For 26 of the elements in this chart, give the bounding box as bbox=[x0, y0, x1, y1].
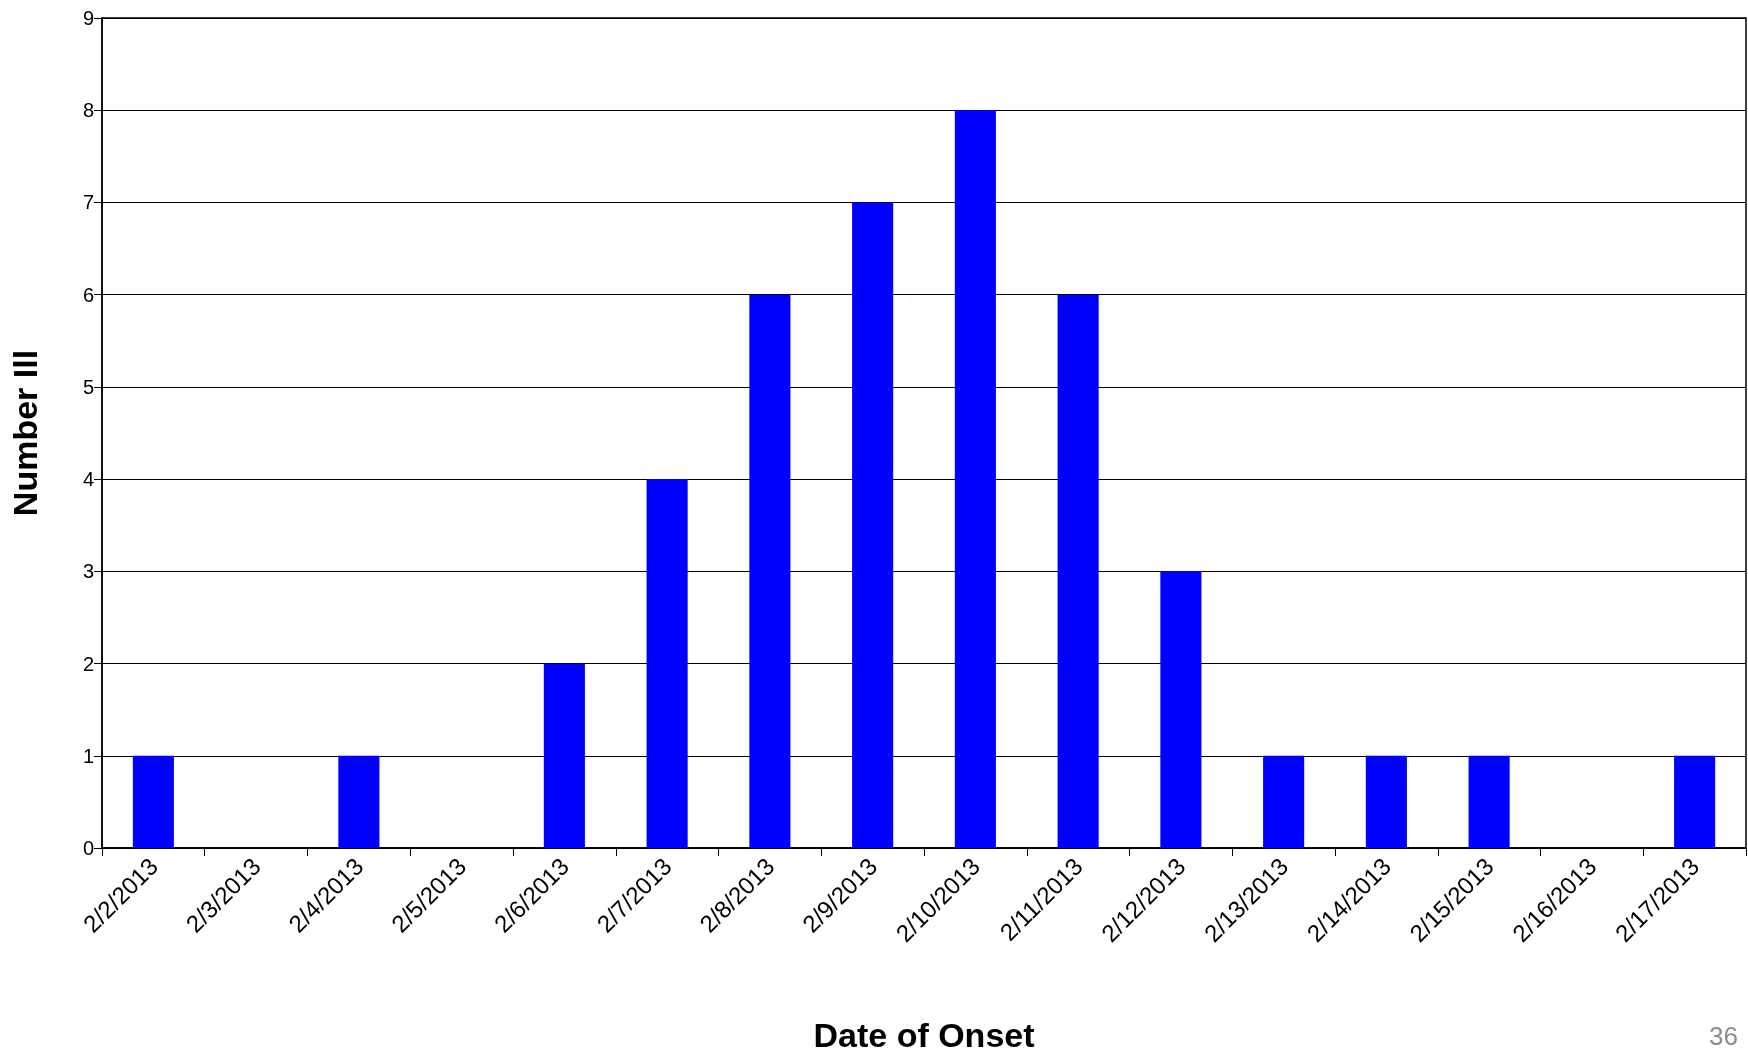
bar bbox=[1263, 755, 1305, 848]
y-tick-label: 8 bbox=[82, 99, 94, 122]
y-tick-label: 4 bbox=[82, 468, 94, 491]
bar bbox=[1365, 755, 1407, 848]
bar bbox=[132, 755, 174, 848]
bar bbox=[1057, 294, 1099, 848]
y-tick-label: 7 bbox=[82, 191, 94, 214]
bar bbox=[954, 110, 996, 848]
y-tick-label: 0 bbox=[82, 837, 94, 859]
bar bbox=[543, 663, 585, 848]
bar bbox=[1468, 755, 1510, 848]
text: 36 bbox=[1709, 1021, 1738, 1051]
y-tick-label: 6 bbox=[82, 283, 94, 306]
y-tick-label: 3 bbox=[82, 560, 94, 583]
y-axis-title: Number Ill bbox=[6, 349, 44, 517]
bar bbox=[338, 755, 380, 848]
y-tick-label: 1 bbox=[82, 744, 94, 767]
bar bbox=[646, 479, 688, 848]
bar bbox=[1160, 571, 1202, 848]
bar bbox=[1674, 755, 1716, 848]
y-tick-label: 5 bbox=[82, 375, 94, 398]
bar bbox=[749, 294, 791, 848]
y-tick-label: 2 bbox=[82, 652, 94, 675]
bar bbox=[852, 202, 894, 848]
x-axis-title: Date of Onset bbox=[813, 1016, 1035, 1054]
y-tick-label: 9 bbox=[82, 7, 94, 29]
